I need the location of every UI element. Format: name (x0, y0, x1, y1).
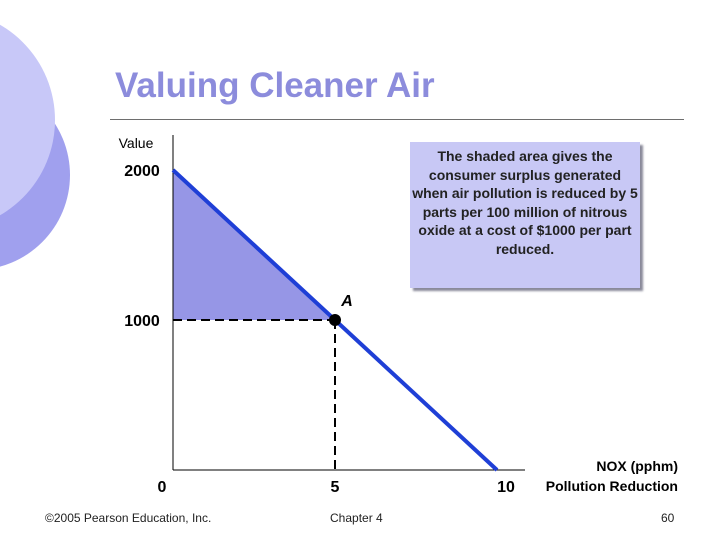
y-axis-label: Value (119, 135, 154, 151)
point-a-marker (329, 314, 341, 326)
x-axis-label-line1: NOX (pphm) (596, 458, 678, 474)
x-axis-label-line2: Pollution Reduction (546, 478, 678, 494)
decorative-circle-front (0, 24, 55, 216)
title-divider (110, 119, 684, 120)
point-a-label: A (340, 293, 353, 310)
slide-title: Valuing Cleaner Air (115, 66, 435, 105)
consumer-surplus-callout: The shaded area gives the consumer surpl… (410, 142, 640, 288)
y-tick-label-1000: 1000 (124, 313, 160, 330)
x-tick-label-5: 5 (331, 479, 340, 496)
copyright-footer: ©2005 Pearson Education, Inc. (45, 511, 212, 525)
x-tick-label-10: 10 (497, 479, 515, 496)
page-number: 60 (661, 511, 675, 525)
chapter-footer: Chapter 4 (330, 511, 383, 525)
x-tick-label-0: 0 (158, 479, 167, 496)
y-tick-label-2000: 2000 (124, 163, 160, 180)
